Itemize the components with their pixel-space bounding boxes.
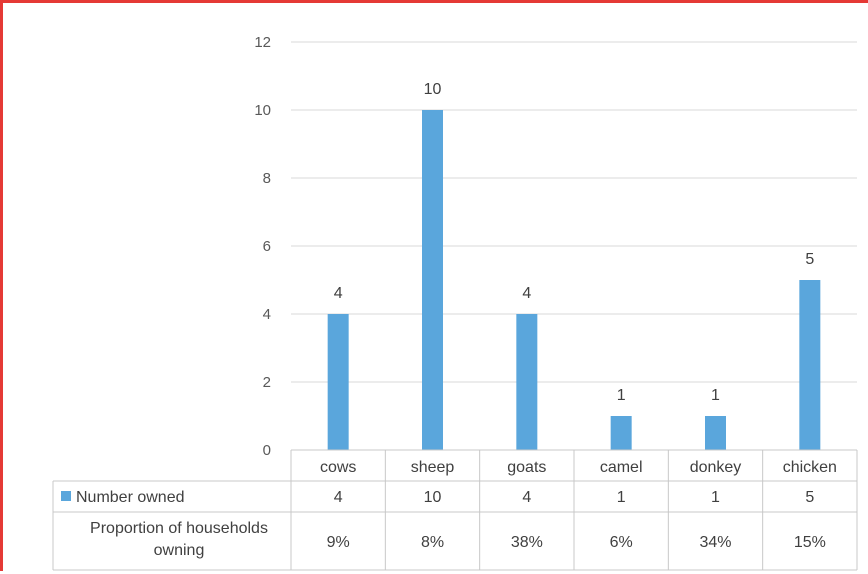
- category-label-donkey: donkey: [690, 459, 742, 476]
- cell-number-owned-camel: 1: [617, 489, 626, 506]
- bar-cows: [327, 314, 349, 450]
- y-tick-label-4: 4: [263, 306, 271, 323]
- category-label-goats: goats: [507, 459, 546, 476]
- cell-proportion-chicken: 15%: [794, 534, 826, 551]
- row-label-proportion-line-1: owning: [154, 542, 205, 559]
- cell-number-owned-cows: 4: [334, 489, 343, 506]
- cell-number-owned-donkey: 1: [711, 489, 720, 506]
- cell-proportion-sheep: 8%: [421, 534, 444, 551]
- data-label-camel: 1: [617, 387, 626, 404]
- bar-sheep: [422, 110, 443, 450]
- bar-camel: [610, 416, 632, 450]
- data-label-chicken: 5: [805, 251, 814, 268]
- category-label-camel: camel: [600, 459, 643, 476]
- cell-proportion-goats: 38%: [511, 534, 543, 551]
- data-label-cows: 4: [334, 285, 343, 302]
- cell-proportion-cows: 9%: [327, 534, 350, 551]
- bar-chart: 0 2 4 6 8 10 12 4 10 4 1 1 5 cows sheep goats camel donke…: [52, 34, 858, 571]
- data-label-donkey: 1: [711, 387, 720, 404]
- y-tick-label-0: 0: [263, 442, 271, 459]
- legend-key-number-owned: [61, 491, 71, 501]
- y-tick-label-10: 10: [254, 102, 271, 119]
- category-label-chicken: chicken: [783, 459, 837, 476]
- data-label-goats: 4: [522, 285, 531, 302]
- cell-number-owned-sheep: 10: [424, 489, 442, 506]
- y-tick-label-2: 2: [263, 374, 271, 391]
- bar-goats: [516, 314, 538, 450]
- y-tick-label-8: 8: [263, 170, 271, 187]
- cell-number-owned-goats: 4: [522, 489, 531, 506]
- row-label-proportion-line-0: Proportion of households: [90, 520, 268, 537]
- y-tick-label-12: 12: [254, 34, 271, 51]
- bar-donkey: [705, 416, 726, 450]
- bar-chicken: [799, 280, 821, 450]
- category-label-sheep: sheep: [411, 459, 455, 476]
- cell-proportion-donkey: 34%: [699, 534, 731, 551]
- data-label-sheep: 10: [424, 81, 442, 98]
- cell-number-owned-chicken: 5: [805, 489, 814, 506]
- y-tick-label-6: 6: [263, 238, 271, 255]
- row-label-number-owned: Number owned: [76, 489, 185, 506]
- cell-proportion-camel: 6%: [610, 534, 633, 551]
- category-label-cows: cows: [320, 459, 356, 476]
